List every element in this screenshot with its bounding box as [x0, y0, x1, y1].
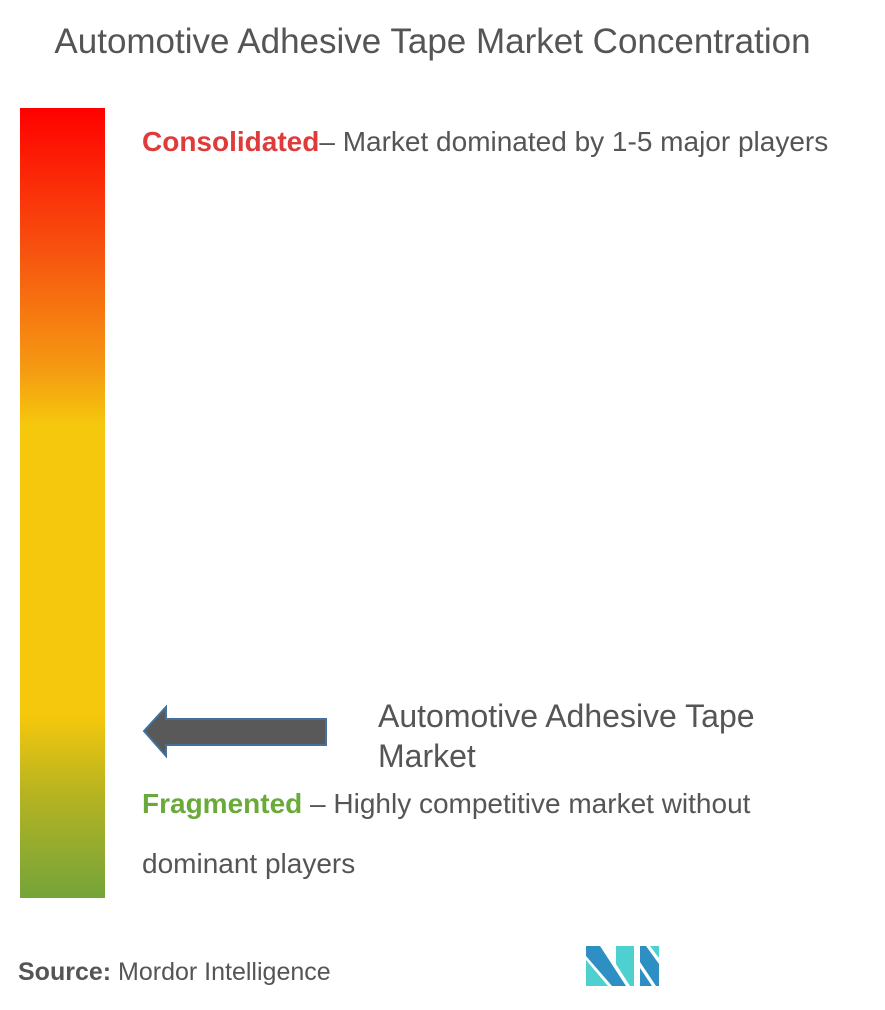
fragmented-text: – Highly competitive market without domi… — [142, 788, 751, 879]
consolidated-label: Consolidated — [142, 126, 320, 157]
consolidated-text: – Market dominated by 1-5 major players — [319, 126, 829, 157]
source-prefix: Source: — [18, 958, 112, 986]
consolidated-description: Consolidated– Market dominated by 1-5 ma… — [142, 112, 842, 172]
source-text: Mordor Intelligence — [111, 958, 331, 986]
source-note: Source: Mordor Intelligence — [18, 958, 331, 987]
market-label: Automotive Adhesive Tape Market — [378, 698, 755, 774]
fragmented-description: Fragmented – Highly competitive market w… — [142, 774, 862, 894]
mordor-intelligence-logo — [586, 946, 659, 986]
concentration-gradient-bar — [20, 108, 105, 898]
fragmented-label: Fragmented — [142, 788, 303, 819]
chart-title: Automotive Adhesive Tape Market Concentr… — [54, 22, 811, 61]
left-arrow-icon — [142, 704, 327, 759]
